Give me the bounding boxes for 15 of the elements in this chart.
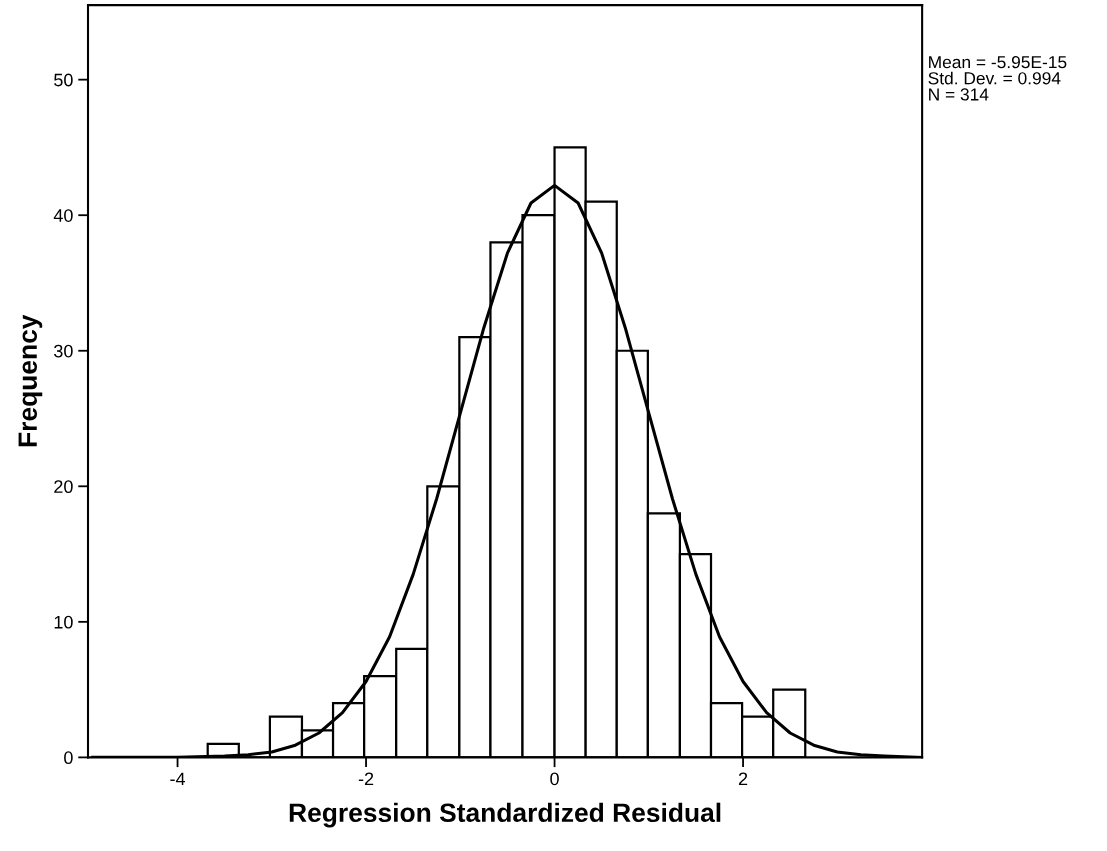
y-tick-label: 30 bbox=[54, 344, 73, 358]
y-axis-title: Frequency bbox=[18, 314, 43, 447]
text: Mean = -5.95E-15 bbox=[929, 55, 1067, 69]
y-tick-label: 10 bbox=[54, 615, 73, 629]
x-tick-label: -4 bbox=[170, 772, 186, 786]
text: Std. Dev. = 0.994 bbox=[928, 71, 1061, 85]
x-tick-label: 2 bbox=[738, 772, 748, 786]
x-axis-title: Regression Standardized Residual bbox=[289, 802, 721, 828]
x-tick-label: -2 bbox=[358, 772, 374, 786]
y-tick-label: 40 bbox=[53, 209, 73, 222]
y-tick-label: 0 bbox=[64, 751, 73, 765]
text: N = 314 bbox=[929, 88, 989, 101]
y-tick-label: 20 bbox=[54, 480, 73, 494]
y-tick-label: 50 bbox=[54, 73, 73, 87]
x-tick-label: 0 bbox=[550, 772, 559, 786]
